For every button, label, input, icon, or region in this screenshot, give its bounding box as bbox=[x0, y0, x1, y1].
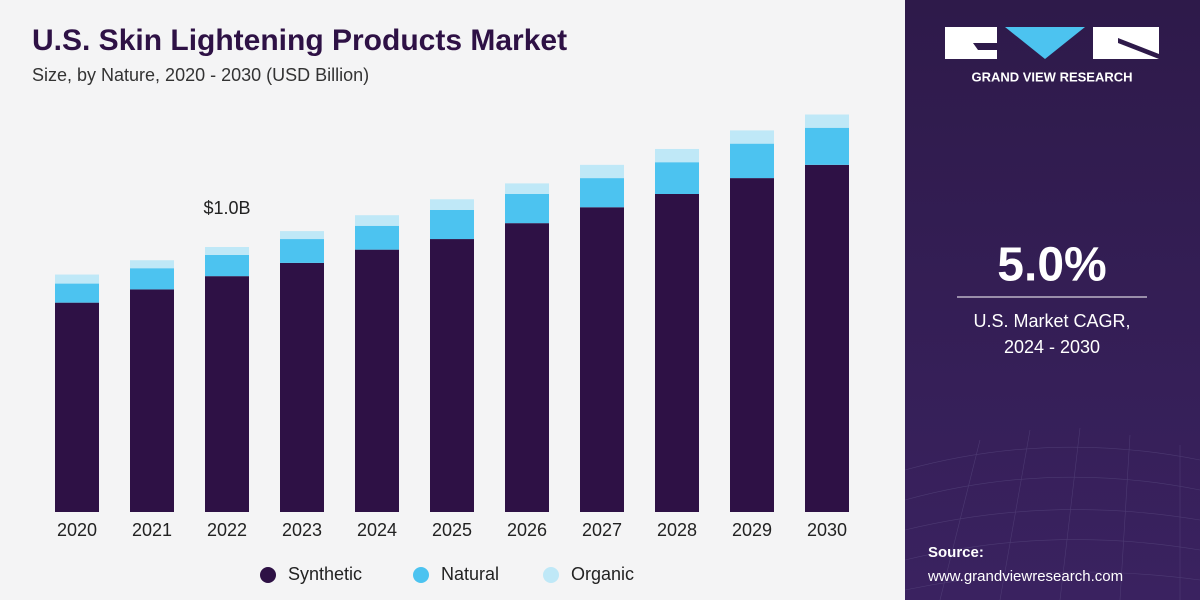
x-tick-label: 2027 bbox=[582, 520, 622, 540]
bar-segment bbox=[355, 225, 399, 250]
annotation: $1.0B bbox=[203, 198, 250, 218]
legend-marker bbox=[413, 567, 429, 583]
x-tick-label: 2024 bbox=[357, 520, 397, 540]
x-tick-label: 2026 bbox=[507, 520, 547, 540]
x-tick-label: 2030 bbox=[807, 520, 847, 540]
bar-segment bbox=[280, 262, 324, 512]
bar-segment bbox=[580, 178, 624, 208]
source-url: www.grandviewresearch.com bbox=[927, 568, 1123, 585]
bar-segment bbox=[55, 283, 99, 303]
bar-segment bbox=[205, 276, 249, 512]
bar-segment bbox=[580, 207, 624, 512]
bar-segment bbox=[430, 239, 474, 513]
bar-segment bbox=[205, 254, 249, 277]
bar-segment bbox=[355, 215, 399, 226]
x-tick-label: 2021 bbox=[132, 520, 172, 540]
legend-label: Synthetic bbox=[288, 564, 362, 584]
cagr-period: 2024 - 2030 bbox=[1004, 337, 1100, 357]
bar-segment bbox=[655, 148, 699, 163]
sidebar-background bbox=[905, 0, 1200, 600]
bar-segment bbox=[130, 268, 174, 290]
bar-segment bbox=[505, 223, 549, 512]
bar-segment bbox=[130, 260, 174, 269]
bar-segment bbox=[55, 274, 99, 284]
bar-segment bbox=[55, 302, 99, 512]
chart-subtitle: Size, by Nature, 2020 - 2030 (USD Billio… bbox=[32, 65, 369, 85]
cagr-value: 5.0% bbox=[997, 239, 1106, 292]
brand-name: GRAND VIEW RESEARCH bbox=[971, 69, 1132, 84]
cagr-label: U.S. Market CAGR, bbox=[973, 311, 1130, 331]
x-tick-label: 2023 bbox=[282, 520, 322, 540]
x-tick-label: 2028 bbox=[657, 520, 697, 540]
x-tick-label: 2022 bbox=[207, 520, 247, 540]
bar-segment bbox=[730, 143, 774, 179]
bar-segment bbox=[430, 209, 474, 240]
legend-marker bbox=[260, 567, 276, 583]
plot: 2020 2021 2022 2023 2024 2025 2026 2027 2028 2029… bbox=[55, 114, 849, 584]
logo bbox=[945, 27, 1159, 59]
bar-segment bbox=[805, 114, 849, 128]
bar-segment bbox=[655, 162, 699, 194]
bar-segment bbox=[805, 164, 849, 512]
x-tick-label: 2020 bbox=[57, 520, 97, 540]
bar-segment bbox=[205, 247, 249, 255]
bar-segment bbox=[280, 231, 324, 240]
bar-segment bbox=[430, 199, 474, 210]
x-tick-label: 2029 bbox=[732, 520, 772, 540]
chart-title: U.S. Skin Lightening Products Market bbox=[32, 24, 567, 57]
x-tick-label: 2025 bbox=[432, 520, 472, 540]
bar-segment bbox=[655, 194, 699, 512]
bar-segment bbox=[805, 127, 849, 165]
bar-segment bbox=[505, 183, 549, 194]
legend-marker bbox=[543, 567, 559, 583]
bar-segment bbox=[355, 249, 399, 512]
bar-segment bbox=[730, 130, 774, 144]
bar-segment bbox=[730, 178, 774, 512]
bar-segment bbox=[130, 289, 174, 512]
bar-segment bbox=[280, 239, 324, 263]
wireframe-decoration bbox=[904, 427, 1200, 600]
legend-label: Natural bbox=[441, 564, 499, 584]
source-label: Source: bbox=[928, 544, 984, 561]
bar-segment bbox=[505, 194, 549, 224]
bar-segment bbox=[580, 164, 624, 179]
legend-label: Organic bbox=[571, 564, 634, 584]
